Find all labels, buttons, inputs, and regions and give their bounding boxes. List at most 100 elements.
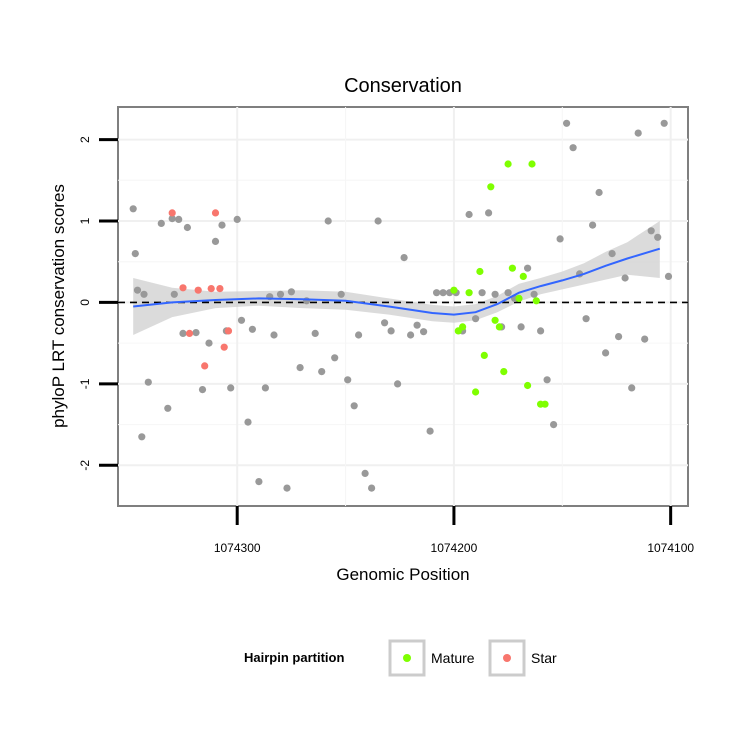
data-point-other [582,315,590,323]
data-point-other [261,384,269,392]
data-point-other [433,289,441,297]
data-point-star [220,343,228,351]
data-point-mature [465,289,473,297]
data-point-other [595,188,603,197]
data-point-other [589,221,597,229]
smooth-line [133,247,661,316]
data-point-other [287,288,295,296]
data-point-other [543,376,551,384]
data-point-star [194,286,202,294]
data-point-mature [508,264,516,272]
smooth-curve [133,247,661,316]
data-point-mature [541,400,549,408]
data-point-mature [504,160,512,168]
y-tick-label: 0 [78,299,92,306]
data-point-mature [487,183,495,191]
data-point-other [140,290,148,298]
x-tick-label: 1074200 [431,541,478,555]
data-point-other [485,209,493,217]
data-point-star [168,209,176,217]
data-point-other [157,219,165,227]
data-point-other [237,316,246,324]
x-tick-label: 1074300 [214,541,261,555]
data-point-other [168,215,176,223]
legend: Hairpin partition Mature Star [244,639,557,677]
data-point-other [634,129,642,137]
data-point-other [407,331,415,339]
data-point-other [569,144,577,152]
data-point-star [224,327,233,335]
data-point-other [550,421,558,429]
data-point-other [654,233,662,241]
data-point-other [227,384,235,392]
data-point-other [355,331,363,339]
data-point-mature [519,272,527,280]
y-tick-label: 1 [78,217,92,224]
data-point-mature [480,351,488,359]
y-tick-label: 2 [78,136,92,143]
data-point-other [381,319,389,327]
data-point-other [647,227,655,235]
y-tick-label: -1 [78,378,92,389]
data-point-other [324,217,332,225]
data-point-other [621,274,629,282]
data-point-other [394,380,402,388]
data-point-star [201,362,209,370]
y-axis-title: phyloP LRT conservation scores [49,184,68,428]
data-point-other [664,272,673,280]
data-point-other [556,235,564,243]
confidence-band [133,221,660,335]
data-point-mature [495,323,503,331]
data-point-other [331,354,339,362]
data-point-other [361,469,369,477]
data-point-mature [524,381,532,390]
data-point-other [465,210,473,219]
data-point-other [537,327,545,335]
data-point-mature [472,388,480,396]
x-axis-title: Genomic Position [336,565,469,584]
x-tick-label: 1074100 [647,541,694,555]
data-point-star [179,284,187,292]
data-point-other [311,329,319,337]
data-point-other [563,119,571,127]
data-point-other [602,349,610,357]
data-point-mature [450,286,458,294]
data-point-other [233,215,241,223]
data-point-other [175,215,183,223]
data-point-star [216,285,224,293]
data-point-other [337,290,345,298]
data-point-other [138,433,146,441]
data-point-other [374,217,382,225]
data-point-other [192,329,200,337]
data-point-mature [515,294,523,302]
data-point-other [211,237,220,245]
data-point-other [628,384,636,392]
data-point-mature [500,368,508,376]
data-point-other [318,368,326,376]
chart-title: Conservation [344,75,462,97]
data-point-mature [532,297,540,305]
data-point-other [179,329,187,337]
data-points [129,119,673,492]
y-axis-ticks: 2 1 0 -1 -2 [78,136,118,471]
data-point-mature [491,316,499,324]
data-point-star [207,285,215,293]
legend-point-mature [403,654,411,662]
data-point-other [472,315,480,323]
data-point-other [426,427,434,435]
data-point-other [344,376,352,384]
data-point-other [615,333,623,341]
data-point-other [164,404,172,412]
data-point-other [478,289,486,297]
data-point-mature [476,267,484,276]
legend-title: Hairpin partition [244,650,344,665]
data-point-other [198,386,207,394]
data-point-other [400,254,408,262]
data-point-other [530,290,538,298]
data-point-other [276,290,285,298]
data-point-star [185,329,194,337]
data-point-other [504,289,512,297]
data-point-other [296,364,304,372]
data-point-other [439,289,447,297]
